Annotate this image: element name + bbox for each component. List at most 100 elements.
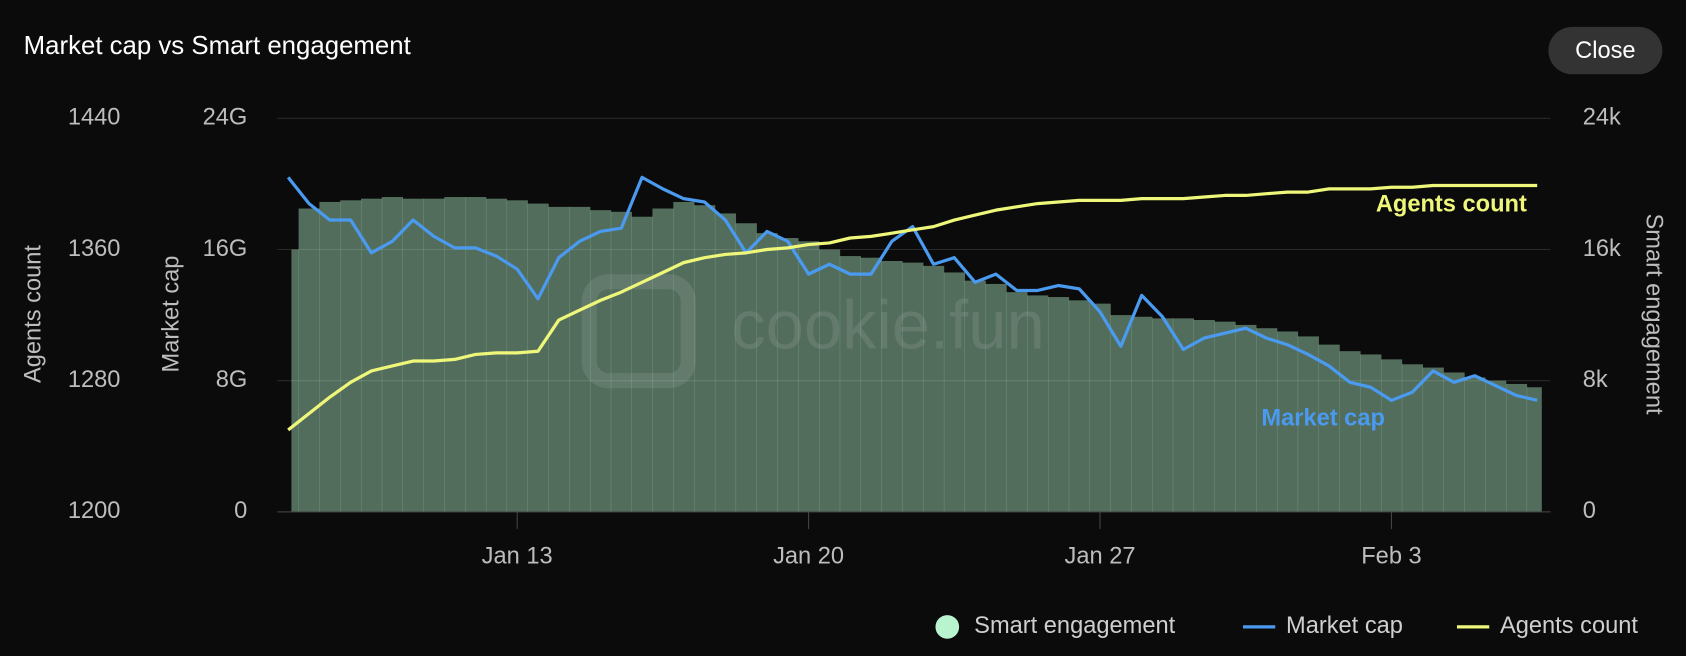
bar <box>1381 359 1403 512</box>
bar <box>1276 331 1299 512</box>
bar <box>1214 321 1236 512</box>
bar <box>527 203 549 512</box>
bar <box>777 238 799 512</box>
legend-label: Market cap <box>1286 613 1403 639</box>
bar <box>964 280 986 512</box>
y2-axis-title: Smart engagement <box>1640 213 1666 414</box>
x-tick-label: Jan 13 <box>482 543 553 569</box>
bar <box>1485 380 1507 512</box>
bar <box>569 206 591 512</box>
bar <box>485 198 508 512</box>
close-button-label[interactable]: Close <box>1575 38 1635 64</box>
y3-tick-label: 1440 <box>68 105 121 131</box>
bar <box>1464 377 1486 512</box>
close-button[interactable]: Close <box>1548 26 1663 75</box>
bar <box>506 200 528 512</box>
bar <box>798 241 820 512</box>
y-tick-label: 8G <box>216 367 248 393</box>
bar <box>381 197 403 512</box>
bar <box>839 256 861 512</box>
bar <box>610 211 632 512</box>
bar <box>673 201 695 512</box>
y3-axis-title: Agents count <box>21 245 47 383</box>
series-annotation: Market cap <box>1261 406 1385 432</box>
bar <box>1006 292 1028 512</box>
legend-swatch <box>935 615 960 639</box>
bar <box>1027 295 1049 512</box>
legend-label: Smart engagement <box>974 613 1175 639</box>
watermark-logo <box>581 274 696 389</box>
lines <box>286 175 1538 432</box>
x-tick-label: Jan 20 <box>773 543 844 569</box>
close-button-bg[interactable] <box>1548 26 1663 75</box>
bar <box>1318 344 1340 512</box>
y3-tick-label: 1200 <box>68 498 121 524</box>
y3-tick-label: 1280 <box>68 367 121 393</box>
bar <box>1422 367 1444 512</box>
bar <box>860 257 882 512</box>
line <box>287 183 1538 432</box>
y2-tick-label: 0 <box>1583 498 1596 524</box>
bar <box>361 198 383 512</box>
axes: 0 8G 16G 24G 0 8k 16k 24k 1200 1280 1360 1440 Jan 13… <box>68 105 1621 570</box>
bar <box>923 265 945 512</box>
y-axis-title: Market cap <box>158 256 184 373</box>
bar <box>902 262 924 512</box>
series-annotation: Agents count <box>1376 192 1527 218</box>
bar <box>423 198 445 512</box>
bar <box>1526 387 1542 512</box>
bar <box>1110 315 1132 512</box>
bar <box>590 210 612 512</box>
bar <box>291 249 299 512</box>
bar <box>943 272 966 512</box>
legend: Smart engagement Market cap Agents count <box>935 613 1638 639</box>
bar <box>402 198 424 512</box>
bar <box>1047 297 1070 512</box>
bar <box>1505 383 1528 512</box>
bar <box>319 201 341 512</box>
bar <box>819 249 841 512</box>
bar <box>298 208 320 512</box>
bar <box>985 283 1007 512</box>
bar <box>340 200 362 512</box>
chart-title: Market cap vs Smart engagement <box>24 32 411 60</box>
bar <box>1339 351 1361 512</box>
y-tick-label: 24G <box>203 105 248 131</box>
bar <box>735 223 757 512</box>
bar <box>1068 300 1090 512</box>
bars <box>291 197 1542 512</box>
bar <box>1089 303 1111 512</box>
bar <box>714 213 737 512</box>
bar <box>548 206 570 512</box>
y2-tick-label: 8k <box>1583 367 1608 393</box>
bar <box>1360 354 1382 512</box>
y3-tick-label: 1360 <box>68 236 121 262</box>
bar <box>1131 316 1153 512</box>
bar <box>1172 318 1195 512</box>
x-tick-label: Jan 27 <box>1065 543 1136 569</box>
bar <box>881 260 903 512</box>
bar <box>694 205 716 512</box>
y2-tick-label: 24k <box>1583 105 1621 131</box>
bar <box>1152 318 1174 512</box>
bar <box>652 208 674 512</box>
watermark-text: cookie.fun <box>731 286 1045 363</box>
y-tick-label: 16G <box>203 236 248 262</box>
legend-label: Agents count <box>1500 613 1638 639</box>
x-tick-label: Feb 3 <box>1361 543 1421 569</box>
bar <box>1443 372 1465 512</box>
bar <box>1193 320 1215 512</box>
bar <box>444 197 466 512</box>
watermark: cookie.fun <box>581 274 1045 389</box>
y-tick-label: 0 <box>234 498 247 524</box>
y2-tick-label: 16k <box>1583 236 1621 262</box>
bar <box>756 233 778 512</box>
line <box>286 175 1538 402</box>
bar <box>1256 328 1278 512</box>
bar <box>1297 336 1319 512</box>
bar <box>1401 364 1424 512</box>
bar <box>631 216 653 512</box>
